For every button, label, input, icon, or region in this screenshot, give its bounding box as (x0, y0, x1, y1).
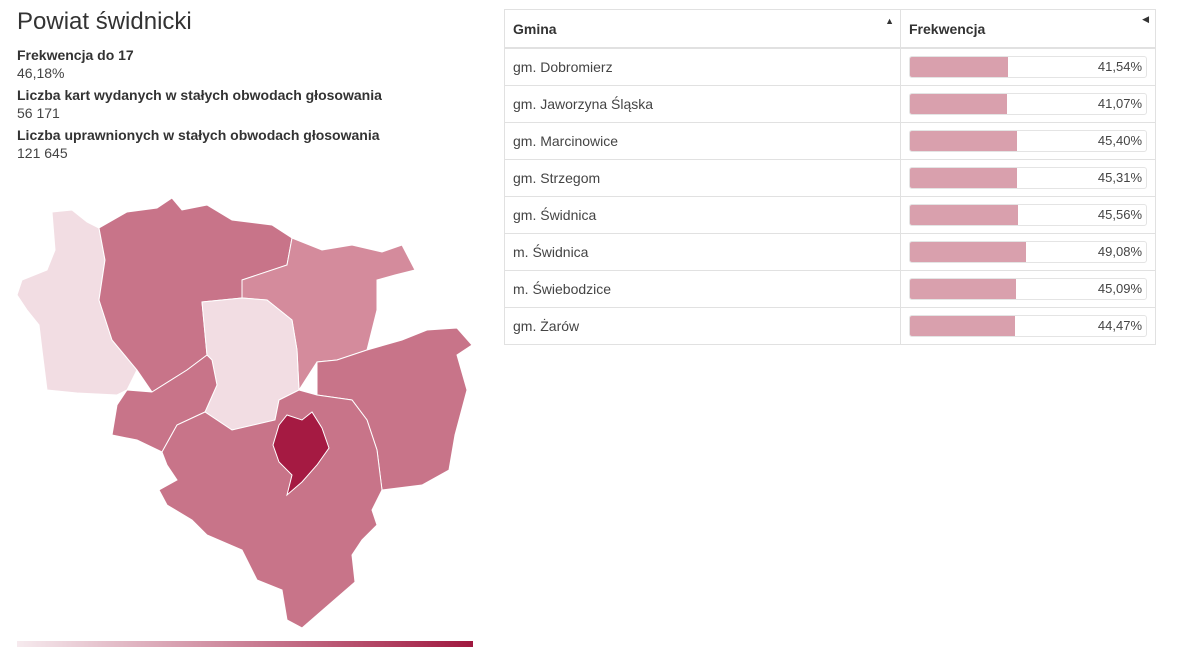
gmina-name: m. Świdnica (504, 233, 901, 271)
turnout-value: 45,31% (1097, 170, 1142, 185)
gmina-name: m. Świebodzice (504, 270, 901, 308)
map-region-m-swidnica[interactable] (272, 411, 330, 497)
turnout-bar-fill (910, 205, 1018, 225)
gmina-name: gm. Dobromierz (504, 47, 901, 86)
turnout-value: 44,47% (1097, 318, 1142, 333)
table-row[interactable]: gm. Strzegom 45,31% (504, 159, 1156, 197)
column-header-frekwencja[interactable]: Frekwencja ◀ (900, 9, 1156, 49)
gmina-name: gm. Jaworzyna Śląska (504, 85, 901, 123)
turnout-bar: 41,07% (909, 93, 1147, 115)
gmina-name: gm. Świdnica (504, 196, 901, 234)
turnout-cell: 41,07% (900, 85, 1156, 123)
page-title: Powiat świdnicki (17, 8, 192, 35)
table-row[interactable]: gm. Marcinowice 45,40% (504, 122, 1156, 160)
turnout-cell: 49,08% (900, 233, 1156, 271)
turnout-value: 41,54% (1097, 59, 1142, 74)
table-row[interactable]: gm. Żarów 44,47% (504, 307, 1156, 345)
turnout-value: 41,07% (1097, 96, 1142, 111)
turnout-bar: 45,40% (909, 130, 1147, 152)
turnout-bar-fill (910, 94, 1007, 114)
turnout-cell: 45,40% (900, 122, 1156, 160)
turnout-bar-fill (910, 279, 1016, 299)
turnout-bar: 41,54% (909, 56, 1147, 78)
turnout-value: 45,40% (1097, 133, 1142, 148)
turnout-bar: 45,31% (909, 167, 1147, 189)
color-scale-legend (17, 641, 473, 647)
gmina-name: gm. Strzegom (504, 159, 901, 197)
turnout-bar-fill (910, 57, 1008, 77)
stat-label-eligible: Liczba uprawnionych w stałych obwodach g… (17, 127, 380, 143)
turnout-cell: 41,54% (900, 47, 1156, 86)
table-header-row: Gmina ▲ Frekwencja ◀ (504, 9, 1156, 49)
sort-toggle-icon[interactable]: ◀ (1142, 14, 1149, 24)
turnout-bar: 49,08% (909, 241, 1147, 263)
turnout-bar-fill (910, 242, 1026, 262)
gmina-name: gm. Żarów (504, 307, 901, 345)
turnout-cell: 45,56% (900, 196, 1156, 234)
sort-asc-icon[interactable]: ▲ (885, 16, 894, 26)
turnout-value: 45,56% (1097, 207, 1142, 222)
turnout-value: 49,08% (1097, 244, 1142, 259)
table-row[interactable]: gm. Świdnica 45,56% (504, 196, 1156, 234)
turnout-bar-fill (910, 168, 1017, 188)
turnout-bar-fill (910, 316, 1015, 336)
table-row[interactable]: gm. Dobromierz 41,54% (504, 47, 1156, 86)
table-row[interactable]: m. Świebodzice 45,09% (504, 270, 1156, 308)
summary-panel: Powiat świdnicki Frekwencja do 17 46,18%… (17, 0, 477, 647)
column-header-gmina[interactable]: Gmina ▲ (504, 9, 901, 49)
turnout-bar: 45,56% (909, 204, 1147, 226)
turnout-cell: 44,47% (900, 307, 1156, 345)
turnout-map (17, 197, 473, 629)
table-row[interactable]: m. Świdnica 49,08% (504, 233, 1156, 271)
turnout-cell: 45,31% (900, 159, 1156, 197)
stat-label-turnout: Frekwencja do 17 (17, 47, 134, 63)
map-region-gm-swidnica[interactable] (158, 389, 383, 629)
turnout-bar: 44,47% (909, 315, 1147, 337)
stat-value-turnout: 46,18% (17, 65, 65, 81)
turnout-bar-fill (910, 131, 1017, 151)
stat-label-cards: Liczba kart wydanych w stałych obwodach … (17, 87, 382, 103)
gmina-name: gm. Marcinowice (504, 122, 901, 160)
column-header-gmina-label: Gmina (513, 20, 557, 37)
results-table: Gmina ▲ Frekwencja ◀ gm. Dobromierz 41,54… (504, 9, 1156, 345)
turnout-bar: 45,09% (909, 278, 1147, 300)
turnout-value: 45,09% (1097, 281, 1142, 296)
stat-value-cards: 56 171 (17, 105, 60, 121)
column-header-frekwencja-label: Frekwencja (909, 20, 986, 37)
stat-value-eligible: 121 645 (17, 145, 68, 161)
turnout-cell: 45,09% (900, 270, 1156, 308)
table-row[interactable]: gm. Jaworzyna Śląska 41,07% (504, 85, 1156, 123)
